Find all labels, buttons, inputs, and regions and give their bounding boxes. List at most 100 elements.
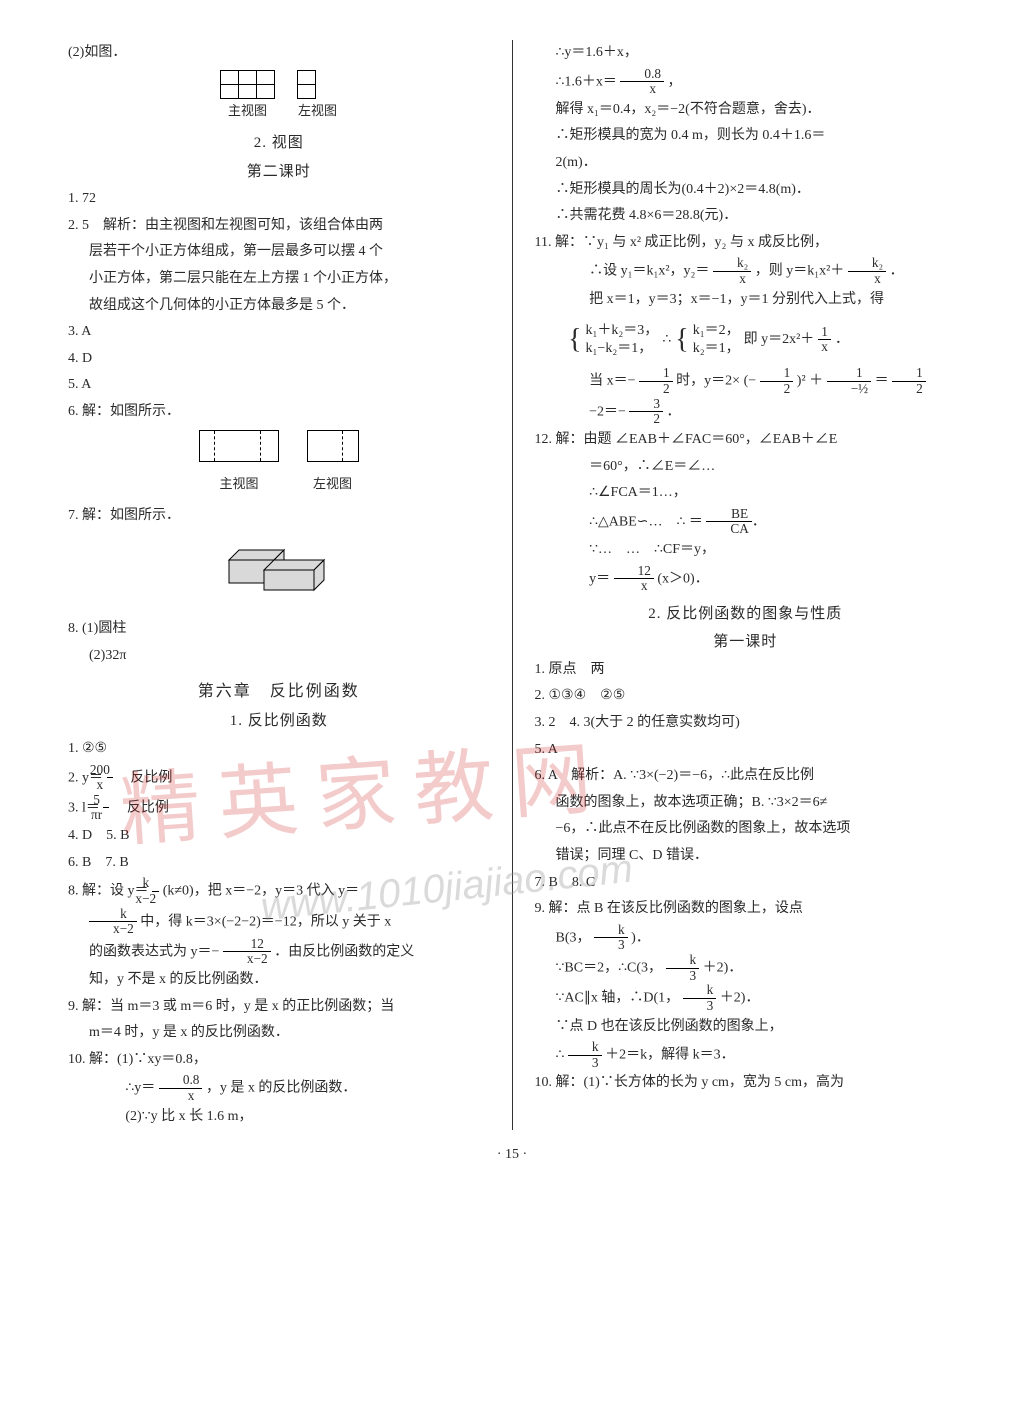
- eq-line: k₁＝2，: [693, 323, 740, 338]
- text-fragment: ，: [668, 74, 682, 89]
- cuboid-sketch-icon: [219, 535, 339, 595]
- answer-line: ∴1.6＋x＝ 0.8x ，: [535, 67, 957, 97]
- answer-line: ＝60°，∴∠E＝∠…: [535, 454, 957, 481]
- answer-line: 6. B 7. B: [68, 850, 490, 877]
- fig-caption: 左视图: [307, 472, 359, 497]
- answer-line: ∴y＝ 0.8x ，y 是 x 的反比例函数．: [68, 1073, 490, 1103]
- answer-line: 8. 解：设 y＝ kx−2 (k≠0)，把 x＝−2，y＝3 代入 y＝: [68, 876, 490, 906]
- answer-line: 5. A: [68, 372, 490, 399]
- answer-line: 2. ①③④ ②⑤: [535, 683, 957, 710]
- answer-line: ∴矩形模具的宽为 0.4 m，则长为 0.4＋1.6＝: [535, 123, 957, 150]
- figure-views-1: 主视图 左视图: [68, 71, 490, 126]
- fraction: k₂x: [848, 256, 886, 286]
- answer-line: 11. 解：∵y₁ 与 x² 成正比例，y₂ 与 x 成反比例，: [535, 230, 957, 257]
- eq-line: k₂＝1，: [693, 341, 740, 356]
- answer-line: ∴矩形模具的周长为(0.4＋2)×2＝4.8(m)．: [535, 177, 957, 204]
- text-fragment: ＋: [809, 374, 823, 389]
- text-fragment: y＝: [589, 571, 610, 586]
- text-fragment: )²: [797, 374, 806, 389]
- fraction: k3: [666, 953, 700, 983]
- answer-line: 错误；同理 C、D 错误．: [535, 843, 957, 870]
- text-fragment: ．由反比例函数的定义: [274, 944, 414, 959]
- text-fragment: ．: [667, 404, 681, 419]
- answer-line: 10. 解：(1)∵长方体的长为 y cm，宽为 5 cm，高为: [535, 1070, 957, 1097]
- text-fragment: ＋2＝k，解得 k＝3．: [605, 1047, 735, 1062]
- answer-line: 6. A 解析：A. ∵3×(−2)＝−6，∴此点在反比例: [535, 763, 957, 790]
- answer-line: 12. 解：由题 ∠EAB＋∠FAC＝60°，∠EAB＋∠E: [535, 427, 957, 454]
- answer-line: 3. A: [68, 319, 490, 346]
- fraction: kx−2: [152, 876, 159, 906]
- chapter-heading: 第六章 反比例函数: [68, 677, 490, 707]
- section-heading: 2. 视图: [68, 129, 490, 158]
- text-fragment: )．: [631, 930, 650, 945]
- section-heading: 2. 反比例函数的图象与性质: [535, 600, 957, 629]
- answer-line: ∵… … ∴CF＝y，: [535, 537, 957, 564]
- text-fragment: ∴: [556, 1047, 565, 1062]
- text-fragment: ∴△ABE∽… ∴: [589, 514, 685, 529]
- answer-line: (2)32π: [68, 643, 490, 670]
- answer-line: 4. D: [68, 346, 490, 373]
- left-column: (2)如图． 主视图 左视图 2. 视图 第二课时 1. 72 2. 5 解析：…: [50, 40, 508, 1130]
- answer-line: 5. A: [535, 737, 957, 764]
- answer-line: ∴y＝1.6＋x，: [535, 40, 957, 67]
- figure-views-2: 主视图 左视图: [68, 430, 490, 499]
- fraction: 32: [629, 397, 663, 427]
- answer-line: 的函数表达式为 y＝− 12x−2 ．由反比例函数的定义: [68, 937, 490, 967]
- answer-line: kx−2 中，得 k＝3×(−2−2)＝−12，所以 y 关于 x: [68, 907, 490, 937]
- text-fragment: ，y 是 x 的反比例函数．: [206, 1081, 357, 1096]
- fraction: 0.8x: [620, 67, 664, 97]
- text-fragment: (x＞0)．: [657, 571, 708, 586]
- fraction: k3: [683, 983, 717, 1013]
- fraction: 200x: [107, 763, 113, 793]
- figure-3d-boxes: [68, 535, 490, 606]
- eq-line: k₁＋k₂＝3，: [586, 323, 659, 338]
- fraction: 12: [639, 366, 673, 396]
- answer-line: 3. 2 4. 3(大于 2 的任意实数均可): [535, 710, 957, 737]
- brace-left: {: [568, 313, 581, 366]
- fraction: 1−½: [827, 366, 871, 396]
- eq-line: k₁−k₂＝1，: [586, 341, 653, 356]
- answer-line: ∴△ABE∽… ∴ ＝ BECA．: [535, 507, 957, 537]
- fig-caption: 主视图: [199, 472, 279, 497]
- answer-line: ∴ k3 ＋2＝k，解得 k＝3．: [535, 1040, 957, 1070]
- text-fragment: ∴1.6＋x＝: [556, 74, 617, 89]
- answer-line: 2. 5 解析：由主视图和左视图可知，该组合体由两: [68, 213, 490, 240]
- answer-line: ∵点 D 也在该反比例函数的图象上，: [535, 1014, 957, 1041]
- answer-line: 4. D 5. B: [68, 823, 490, 850]
- fraction: k₂x: [713, 256, 751, 286]
- answer-line: 8. (1)圆柱: [68, 616, 490, 643]
- answer-line: ∵AC∥x 轴，∴D(1， k3 ＋2)．: [535, 983, 957, 1013]
- text-fragment: (k≠0)，把 x＝−2，y＝3 代入 y＝: [163, 884, 359, 899]
- fig-caption: 左视图: [298, 99, 337, 124]
- answer-line: 7. 解：如图所示．: [68, 503, 490, 530]
- text-fragment: ＝: [875, 374, 889, 389]
- answer-line: 1. 原点 两: [535, 657, 957, 684]
- answer-line: −2＝− 32 ．: [535, 397, 957, 427]
- text-fragment: ∵BC＝2，∴C(3，: [556, 960, 663, 975]
- fraction: 0.8x: [159, 1073, 203, 1103]
- fraction: 12x: [614, 564, 654, 594]
- section-subheading: 第一课时: [535, 628, 957, 657]
- answer-line: −6，∴此点不在反比例函数的图象上，故本选项: [535, 816, 957, 843]
- column-divider: [512, 40, 513, 1130]
- text-fragment: ∴: [662, 327, 671, 354]
- answer-line: 解得 x₁＝0.4，x₂＝−2(不符合题意，舍去)．: [535, 97, 957, 124]
- answer-line: ∴共需花费 4.8×6＝28.8(元)．: [535, 203, 957, 230]
- answer-line: 9. 解：点 B 在该反比例函数的图象上，设点: [535, 896, 957, 923]
- text-fragment: ．: [835, 327, 849, 354]
- answer-line: 2. y＝ 200x 反比例: [68, 763, 490, 793]
- text-fragment: 反比例: [113, 800, 169, 815]
- text-fragment: ＋2)．: [720, 991, 760, 1006]
- text-fragment: ＝: [689, 514, 703, 529]
- right-column: ∴y＝1.6＋x， ∴1.6＋x＝ 0.8x ， 解得 x₁＝0.4，x₂＝−2…: [517, 40, 975, 1130]
- text-fragment: ∴y＝: [125, 1081, 155, 1096]
- fraction: 12: [760, 366, 794, 396]
- answer-line: B(3， k3 )．: [535, 923, 957, 953]
- answer-line: 3. l＝ 5πr 反比例: [68, 793, 490, 823]
- fraction: 12: [892, 366, 926, 396]
- fraction: k3: [568, 1040, 602, 1070]
- text-fragment: ∵AC∥x 轴，∴D(1，: [556, 991, 680, 1006]
- fraction: kx−2: [89, 907, 137, 937]
- answer-line: 小正方体，第二层只能在左上方摆 1 个小正方体，: [68, 266, 490, 293]
- text-fragment: 反比例: [116, 770, 172, 785]
